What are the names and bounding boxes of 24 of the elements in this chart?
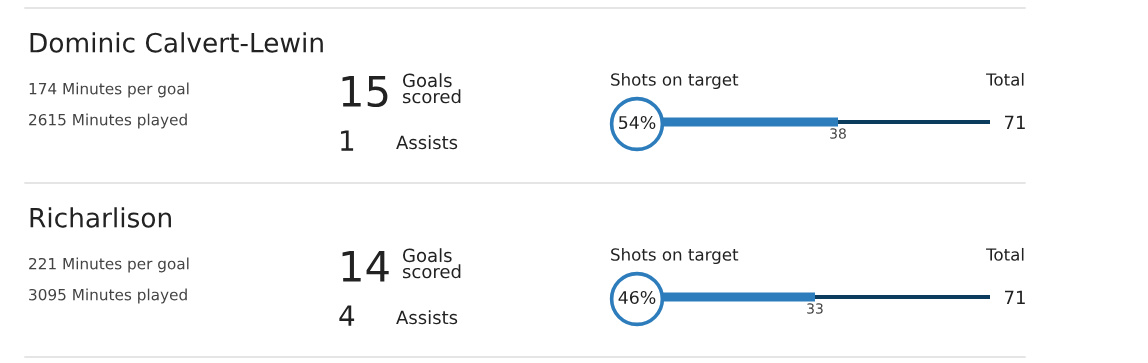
data-label: 38 (830, 128, 846, 139)
text: 221 Minutes per goal (29, 257, 189, 273)
text: 46% (618, 290, 656, 305)
text: Dominic Calvert-Lewin (30, 32, 323, 53)
data-label: 33 (807, 303, 823, 314)
total-label: 71 (1004, 290, 1025, 304)
series-label: Shots on target (611, 247, 739, 265)
text: Total (986, 72, 1024, 86)
text: Assists (396, 135, 458, 150)
text: Goals scored (402, 248, 461, 279)
text: 2615 Minutes played (29, 113, 187, 129)
text: Richarlison (30, 207, 171, 228)
text: 1 (341, 130, 354, 151)
text: 54% (619, 115, 656, 130)
total-label: 71 (1004, 115, 1025, 129)
text: Goals scored (402, 73, 461, 104)
text: 14 (342, 251, 389, 282)
text: Total (986, 247, 1024, 261)
text: 4 (339, 305, 355, 326)
text: 174 Minutes per goal (29, 82, 189, 98)
series-label: Shots on target (611, 72, 739, 90)
text: 3095 Minutes played (29, 288, 187, 304)
text: Assists (396, 310, 458, 325)
text: 15 (342, 76, 388, 108)
